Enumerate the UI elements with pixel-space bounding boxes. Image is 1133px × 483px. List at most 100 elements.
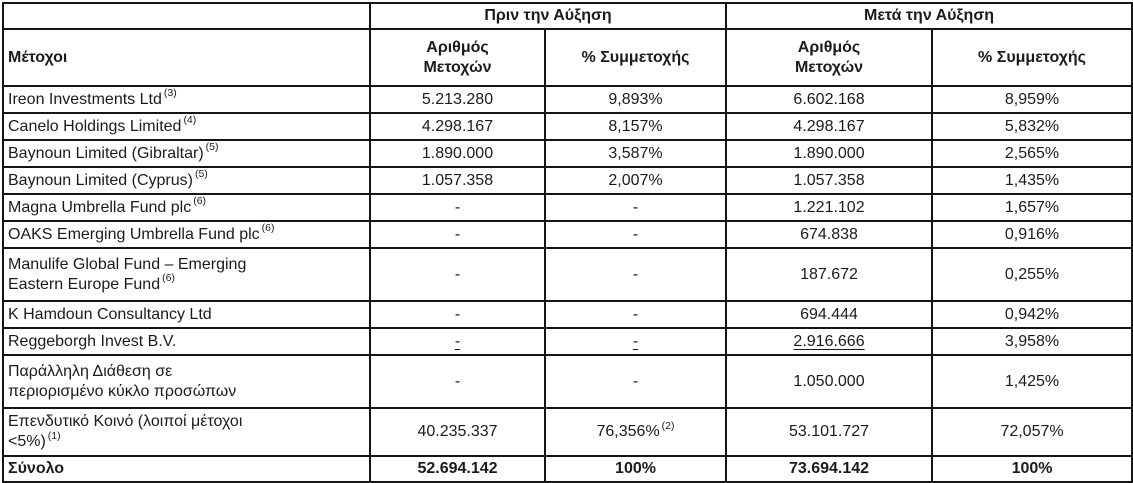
shareholder-name-cell: K Hamdoun Consultancy Ltd xyxy=(2,300,371,329)
footnote-ref: (5) xyxy=(194,168,208,181)
after-pct-cell: 0,255% xyxy=(931,247,1133,302)
before-shares-cell: - xyxy=(369,247,546,302)
before-shares-value: - xyxy=(454,332,461,350)
before-shares-cell: - xyxy=(369,220,546,249)
before-shares-cell: - xyxy=(369,327,546,356)
before-pct-cell: - xyxy=(543,300,728,329)
before-shares-cell: 1.057.358 xyxy=(369,166,546,195)
after-shares-cell: 187.672 xyxy=(725,247,934,302)
footnote-ref: (6) xyxy=(193,195,207,208)
before-shares-column-header: Αριθμός Μετοχών xyxy=(369,28,546,87)
table-row: OAKS Emerging Umbrella Fund plc (6) - - 6… xyxy=(2,220,1133,249)
shareholder-name: Παράλληλη Διάθεση σε περιορισμένο κύκλο … xyxy=(8,362,237,400)
shareholder-name-cell: Canelo Holdings Limited (4) xyxy=(2,112,371,141)
after-increase-header: Μετά την Αύξηση xyxy=(725,2,1133,30)
table-row: Ireon Investments Ltd (3) 5.213.280 9,893… xyxy=(2,85,1133,114)
group-header-row: Πριν την Αύξηση Μετά την Αύξηση xyxy=(2,2,1133,30)
shareholder-name: Canelo Holdings Limited xyxy=(8,117,182,135)
after-shares-cell: 4.298.167 xyxy=(725,112,934,141)
shareholder-name-cell: Ireon Investments Ltd (3) xyxy=(2,85,371,114)
before-pct-cell: - xyxy=(543,193,728,222)
before-increase-header: Πριν την Αύξηση xyxy=(368,2,728,30)
before-pct-value: 76,356% xyxy=(596,423,660,440)
before-pct-cell: 8,157% xyxy=(543,112,728,141)
before-pct-cell: - xyxy=(543,354,728,409)
before-pct-cell: 9,893% xyxy=(543,85,728,114)
shareholder-name: Reggeborgh Invest B.V. xyxy=(8,332,177,350)
shareholder-name: Magna Umbrella Fund plc xyxy=(8,198,192,216)
shareholder-name-cell: Reggeborgh Invest B.V. xyxy=(2,327,371,356)
after-pct-cell: 2,565% xyxy=(931,139,1133,168)
before-pct-cell: 3,587% xyxy=(543,139,728,168)
after-shares-value: 2.916.666 xyxy=(793,332,865,350)
after-pct-cell: 1,657% xyxy=(931,193,1133,222)
table-row: Παράλληλη Διάθεση σε περιορισμένο κύκλο … xyxy=(2,354,1133,409)
table-row: Επενδυτικό Κοινό (λοιποί μέτοχοι <5%) (1)… xyxy=(2,407,1133,457)
shareholder-name: Manulife Global Fund – Emerging Eastern … xyxy=(8,255,247,293)
before-shares-cell: - xyxy=(369,354,546,409)
shareholder-name: Baynoun Limited (Gibraltar) xyxy=(8,144,204,162)
total-before-shares-cell: 52.694.142 xyxy=(369,455,546,483)
total-before-pct-cell: 100% xyxy=(543,455,728,483)
footnote-ref: (5) xyxy=(205,141,219,154)
after-pct-cell: 0,942% xyxy=(931,300,1133,329)
before-shares-cell: - xyxy=(369,193,546,222)
after-shares-cell: 53.101.727 xyxy=(725,407,934,457)
shareholder-name: OAKS Emerging Umbrella Fund plc xyxy=(8,225,260,243)
after-shares-cell: 6.602.168 xyxy=(725,85,934,114)
after-shares-cell: 674.838 xyxy=(725,220,934,249)
shareholder-name: Ireon Investments Ltd xyxy=(8,90,162,108)
before-pct-cell: - xyxy=(543,327,728,356)
after-pct-cell: 1,435% xyxy=(931,166,1133,195)
total-row: Σύνολο 52.694.142 100% 73.694.142 100% xyxy=(2,455,1133,483)
after-pct-column-header: % Συμμετοχής xyxy=(931,28,1133,87)
shareholder-name-cell: Baynoun Limited (Gibraltar) (5) xyxy=(2,139,371,168)
shareholder-name-cell: OAKS Emerging Umbrella Fund plc (6) xyxy=(2,220,371,249)
before-pct-column-header: % Συμμετοχής xyxy=(543,28,728,87)
before-pct-cell: - xyxy=(543,247,728,302)
total-after-shares-cell: 73.694.142 xyxy=(725,455,934,483)
after-pct-cell: 8,959% xyxy=(931,85,1133,114)
table-row: K Hamdoun Consultancy Ltd - - 694.444 0,… xyxy=(2,300,1133,329)
table-row: Canelo Holdings Limited (4) 4.298.167 8,1… xyxy=(2,112,1133,141)
before-pct-value: - xyxy=(632,332,639,350)
table-row: Reggeborgh Invest B.V. - - 2.916.666 3,9… xyxy=(2,327,1133,356)
shareholder-name-cell: Magna Umbrella Fund plc (6) xyxy=(2,193,371,222)
after-shares-cell: 694.444 xyxy=(725,300,934,329)
table-row: Magna Umbrella Fund plc (6) - - 1.221.102… xyxy=(2,193,1133,222)
before-pct-cell: 2,007% xyxy=(543,166,728,195)
table-row: Baynoun Limited (Gibraltar) (5) 1.890.000… xyxy=(2,139,1133,168)
shareholder-name-cell: Παράλληλη Διάθεση σε περιορισμένο κύκλο … xyxy=(2,354,371,409)
footnote-ref: (6) xyxy=(162,272,175,285)
after-shares-column-header: Αριθμός Μετοχών xyxy=(725,28,934,87)
total-after-pct-cell: 100% xyxy=(931,455,1133,483)
before-pct-cell: 76,356% (2) xyxy=(543,407,728,457)
shareholders-column-header: Μέτοχοι xyxy=(2,28,371,87)
after-pct-cell: 1,425% xyxy=(931,354,1133,409)
after-shares-cell: 1.057.358 xyxy=(725,166,934,195)
shareholder-name-cell: Baynoun Limited (Cyprus) (5) xyxy=(2,166,371,195)
before-shares-cell: 4.298.167 xyxy=(369,112,546,141)
shareholder-name: K Hamdoun Consultancy Ltd xyxy=(8,305,212,323)
total-label-cell: Σύνολο xyxy=(2,455,371,483)
footnote-ref: (2) xyxy=(661,419,675,432)
footnote-ref: (1) xyxy=(47,429,61,442)
before-shares-cell: 1.890.000 xyxy=(369,139,546,168)
shareholder-name: Baynoun Limited (Cyprus) xyxy=(8,171,193,189)
after-pct-cell: 0,916% xyxy=(931,220,1133,249)
after-shares-cell: 2.916.666 xyxy=(725,327,934,356)
shareholder-name: Επενδυτικό Κοινό (λοιποί μέτοχοι <5%) xyxy=(8,413,243,450)
after-pct-cell: 3,958% xyxy=(931,327,1133,356)
before-shares-cell: 5.213.280 xyxy=(369,85,546,114)
after-shares-cell: 1.890.000 xyxy=(725,139,934,168)
after-pct-cell: 72,057% xyxy=(931,407,1133,457)
after-shares-cell: 1.050.000 xyxy=(725,354,934,409)
after-pct-cell: 5,832% xyxy=(931,112,1133,141)
corner-cell xyxy=(2,2,371,30)
column-header-row: Μέτοχοι Αριθμός Μετοχών % Συμμετοχής Αρι… xyxy=(2,28,1133,87)
before-shares-cell: - xyxy=(369,300,546,329)
before-shares-cell: 40.235.337 xyxy=(369,407,546,457)
table-row: Baynoun Limited (Cyprus) (5) 1.057.358 2,… xyxy=(2,166,1133,195)
